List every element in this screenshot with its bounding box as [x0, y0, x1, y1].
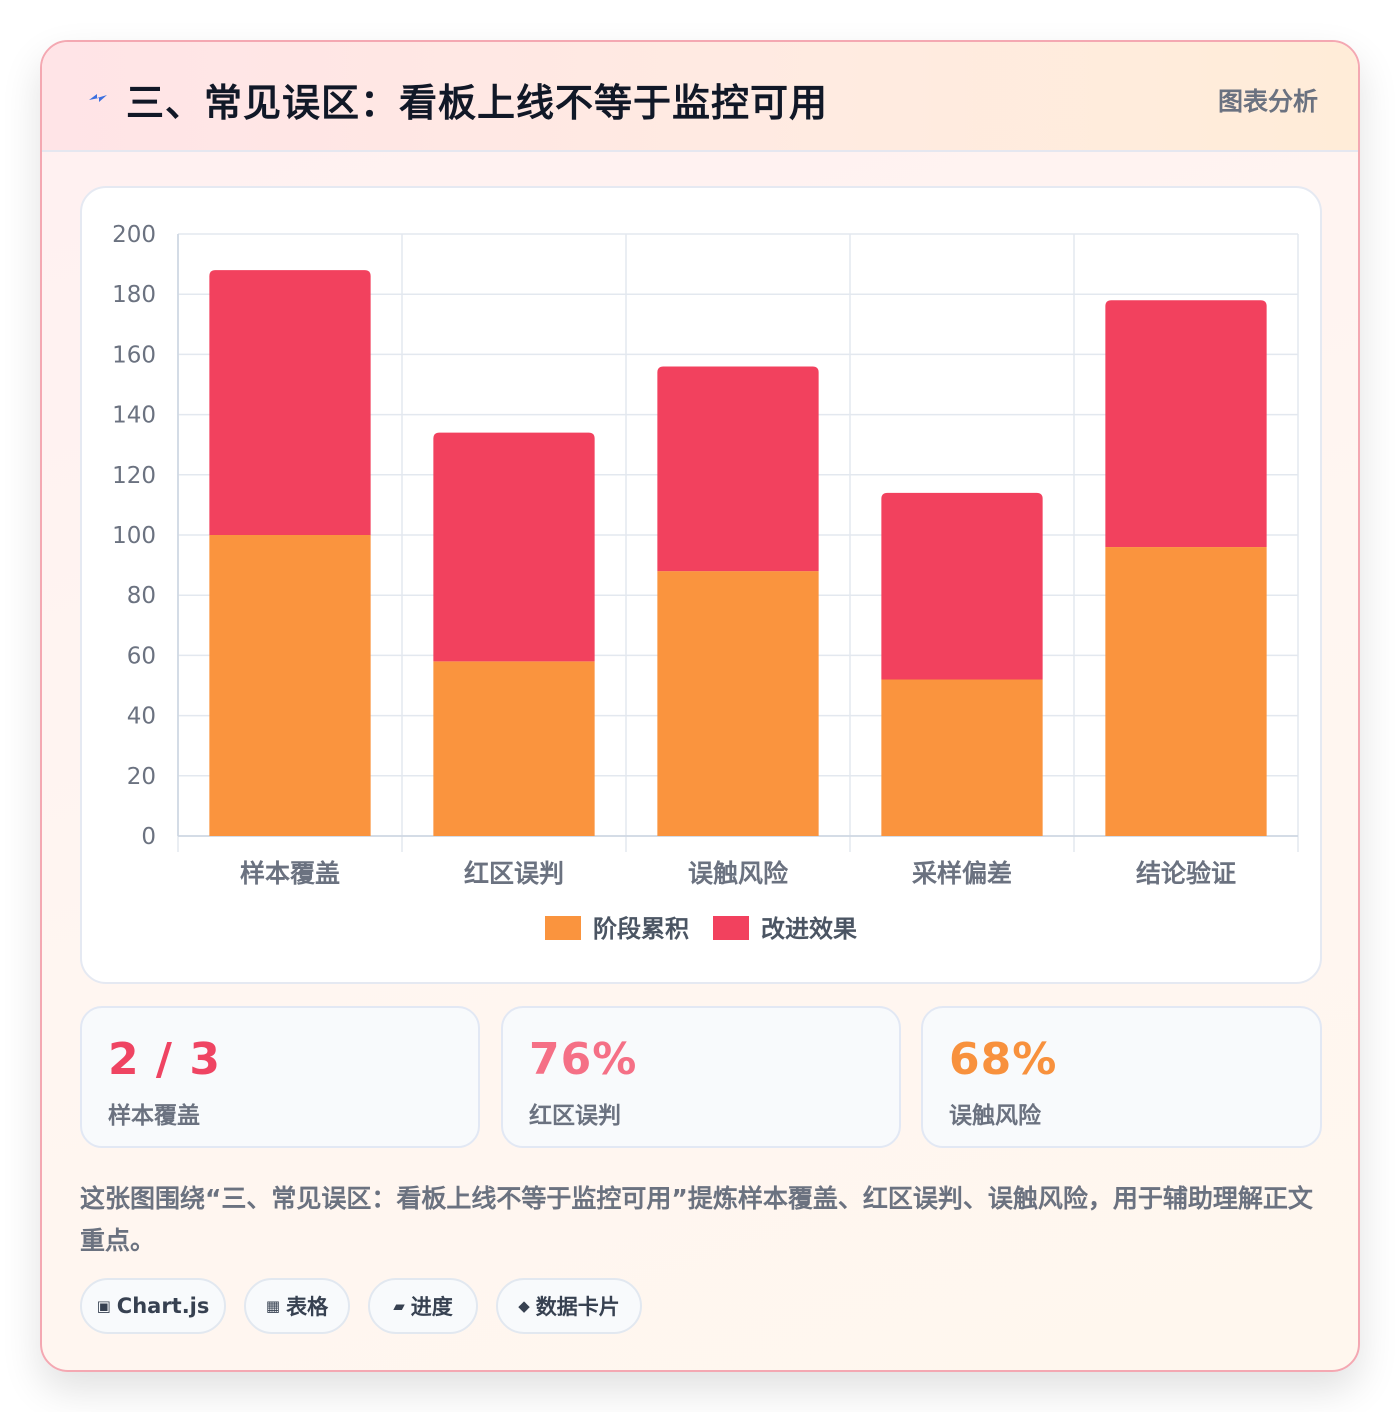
y-tick-label: 20	[127, 764, 156, 790]
bar-segment	[881, 679, 1043, 836]
bar-segment	[433, 432, 595, 662]
chart-card: 三、常见误区：看板上线不等于监控可用 图表分析 0 20 40 60 80 100 120 1…	[40, 40, 1360, 1372]
y-tick-label: 200	[112, 222, 156, 248]
x-tick-label: 样本覆盖	[240, 859, 340, 888]
stat-value: 68%	[949, 1034, 1058, 1085]
chip-label: 表格	[286, 1295, 329, 1319]
diamond-icon: ◆	[518, 1297, 530, 1315]
y-tick-label: 60	[127, 643, 156, 669]
chart-container: 0 20 40 60 80 100 120 140 160 180 200 样本覆盖 红区误判 误触风险 采…	[80, 186, 1322, 984]
bar-segment	[209, 535, 371, 836]
card-title: 三、常见误区：看板上线不等于监控可用	[126, 81, 829, 125]
chip-label: Chart.js	[116, 1294, 210, 1318]
y-tick-label: 140	[112, 403, 156, 429]
stacked-bar-chart: 0 20 40 60 80 100 120 140 160 180 200 样本覆盖 红区误判 误触风险 采…	[112, 222, 1299, 943]
chart-icon: ▣	[96, 1297, 111, 1315]
y-tick-label: 160	[112, 342, 156, 368]
stat-card-2: 76% 红区误判	[501, 1006, 901, 1148]
bar-segment	[1105, 547, 1267, 836]
stat-card-3: 68% 误触风险	[921, 1006, 1322, 1148]
x-tick-label: 误触风险	[688, 859, 789, 888]
stat-value: 2 / 3	[108, 1034, 221, 1085]
chip-label: 进度	[410, 1295, 453, 1319]
stat-label: 红区误判	[529, 1103, 621, 1129]
y-tick-label: 100	[112, 523, 156, 549]
stat-value: 76%	[529, 1034, 638, 1085]
chart-analysis-tag: 图表分析	[1217, 87, 1318, 116]
bar-segment	[657, 366, 819, 572]
y-tick-label: 80	[127, 583, 156, 609]
y-tick-label: 120	[112, 463, 156, 489]
y-tick-label: 180	[112, 282, 156, 308]
bar-segment	[433, 661, 595, 836]
x-tick-label: 红区误判	[464, 859, 564, 888]
bar-segment	[881, 492, 1043, 680]
table-icon: ▦	[265, 1297, 281, 1315]
chart-description: 这张图围绕“三、常见误区：看板上线不等于监控可用”提炼样本覆盖、红区误判、误触风…	[80, 1184, 1313, 1255]
y-tick-label: 0	[141, 824, 156, 850]
bar-segment	[657, 571, 819, 836]
legend-label: 阶段累积	[593, 915, 689, 943]
stat-label: 误触风险	[949, 1103, 1041, 1129]
progress-icon: ▰	[393, 1297, 405, 1315]
chip-progress[interactable]: ▰ 进度	[368, 1278, 478, 1334]
stat-card-1: 2 / 3 样本覆盖	[80, 1006, 480, 1148]
x-tick-label: 结论验证	[1136, 859, 1236, 888]
legend-swatch	[545, 916, 581, 940]
y-tick-label: 40	[127, 704, 156, 730]
x-tick-label: 采样偏差	[912, 859, 1012, 888]
legend-label: 改进效果	[761, 915, 857, 943]
lightning-bolt-icon	[89, 94, 107, 102]
card-header: 三、常见误区：看板上线不等于监控可用 图表分析	[42, 42, 1358, 152]
stat-label: 样本覆盖	[108, 1103, 200, 1129]
bar-segment	[209, 270, 371, 535]
chip-data-cards[interactable]: ◆ 数据卡片	[496, 1278, 642, 1334]
legend-swatch	[713, 916, 749, 940]
bar-segment	[1105, 300, 1267, 548]
chip-chartjs[interactable]: ▣ Chart.js	[80, 1278, 226, 1334]
chip-table[interactable]: ▦ 表格	[244, 1278, 350, 1334]
chip-label: 数据卡片	[535, 1295, 620, 1319]
